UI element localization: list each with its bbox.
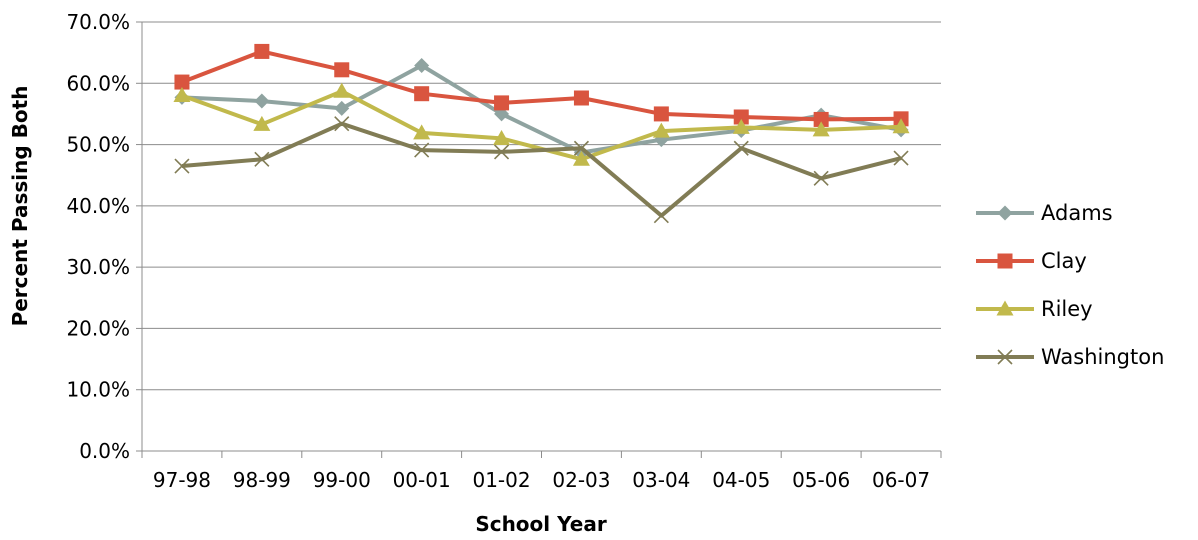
legend-label-riley: Riley <box>1041 297 1093 321</box>
data-point-clay <box>494 95 510 111</box>
data-point-clay <box>414 86 430 102</box>
data-point-clay <box>254 43 270 59</box>
data-point-washington <box>254 151 270 167</box>
data-point-washington <box>414 142 430 158</box>
legend-marker-washington <box>997 349 1013 365</box>
data-point-washington <box>493 144 510 160</box>
data-point-riley <box>812 121 830 137</box>
y-tick-labels: 0.0% 10.0% 20.0% 30.0% 40.0% 50.0% 60.0% 70.0% <box>66 10 130 463</box>
x-tick-label: 05-06 <box>792 468 850 492</box>
y-tick-label: 70.0% <box>66 10 130 34</box>
data-point-riley <box>413 124 431 140</box>
data-point-clay <box>733 109 749 125</box>
legend-item-riley: Riley <box>976 297 1093 321</box>
series-washington <box>174 116 909 224</box>
data-point-clay <box>573 90 589 106</box>
y-axis-title: Percent Passing Both <box>8 86 32 327</box>
y-tick-label: 30.0% <box>66 255 130 279</box>
data-point-washington <box>653 208 669 224</box>
legend-marker-riley <box>996 300 1014 316</box>
x-tick-label: 04-05 <box>712 468 770 492</box>
legend-item-clay: Clay <box>976 249 1087 273</box>
x-tick-label: 03-04 <box>632 468 690 492</box>
gridlines <box>142 21 941 391</box>
x-tick-label: 98-99 <box>233 468 291 492</box>
series-group <box>173 43 910 224</box>
data-point-riley <box>572 150 590 166</box>
legend-item-adams: Adams <box>976 201 1113 225</box>
data-point-washington <box>893 150 909 166</box>
series-line-clay <box>181 49 902 122</box>
y-tick-label: 10.0% <box>66 378 130 402</box>
data-point-adams <box>254 93 270 109</box>
y-tick-label: 20.0% <box>66 316 130 340</box>
y-tick-label: 40.0% <box>66 194 130 218</box>
series-riley <box>173 82 910 166</box>
data-point-adams <box>334 100 350 116</box>
data-point-riley <box>173 87 191 103</box>
x-axis-title: School Year <box>475 512 607 536</box>
data-point-riley <box>652 122 670 138</box>
legend-marker-adams <box>997 205 1013 221</box>
data-point-adams <box>653 132 669 148</box>
data-point-riley <box>493 129 511 145</box>
data-point-riley <box>333 82 351 98</box>
x-tick-label: 97-98 <box>153 468 211 492</box>
data-point-washington <box>813 170 829 186</box>
data-point-riley <box>732 118 750 134</box>
data-point-washington <box>573 140 590 156</box>
legend: Adams Clay Riley Washington <box>976 201 1164 369</box>
series-line-adams <box>181 63 902 155</box>
x-tick-label: 99-00 <box>313 468 371 492</box>
data-point-clay <box>813 111 829 127</box>
data-point-clay <box>653 106 669 122</box>
legend-label-clay: Clay <box>1041 249 1087 273</box>
legend-label-washington: Washington <box>1041 345 1164 369</box>
axes <box>136 21 942 458</box>
data-point-riley <box>892 118 910 134</box>
x-tick-label: 00-01 <box>393 468 451 492</box>
x-tick-label: 01-02 <box>472 468 530 492</box>
data-point-riley <box>253 115 271 131</box>
legend-item-washington: Washington <box>976 345 1164 369</box>
data-point-clay <box>174 74 190 90</box>
data-point-clay <box>334 62 350 78</box>
data-point-washington <box>334 116 350 132</box>
data-point-adams <box>414 58 430 74</box>
legend-marker-clay <box>997 253 1013 269</box>
y-tick-label: 50.0% <box>66 133 130 157</box>
x-tick-label: 06-07 <box>872 468 930 492</box>
data-point-washington <box>733 140 749 156</box>
y-tick-label: 0.0% <box>79 439 130 463</box>
data-point-washington <box>174 158 190 174</box>
y-tick-label: 60.0% <box>66 71 130 95</box>
x-tick-labels: 97-98 98-99 99-00 00-01 01-02 02-03 03-04 04-05… <box>153 468 930 492</box>
series-line-washington <box>181 121 902 218</box>
legend-label-adams: Adams <box>1041 201 1113 225</box>
x-tick-label: 02-03 <box>552 468 610 492</box>
